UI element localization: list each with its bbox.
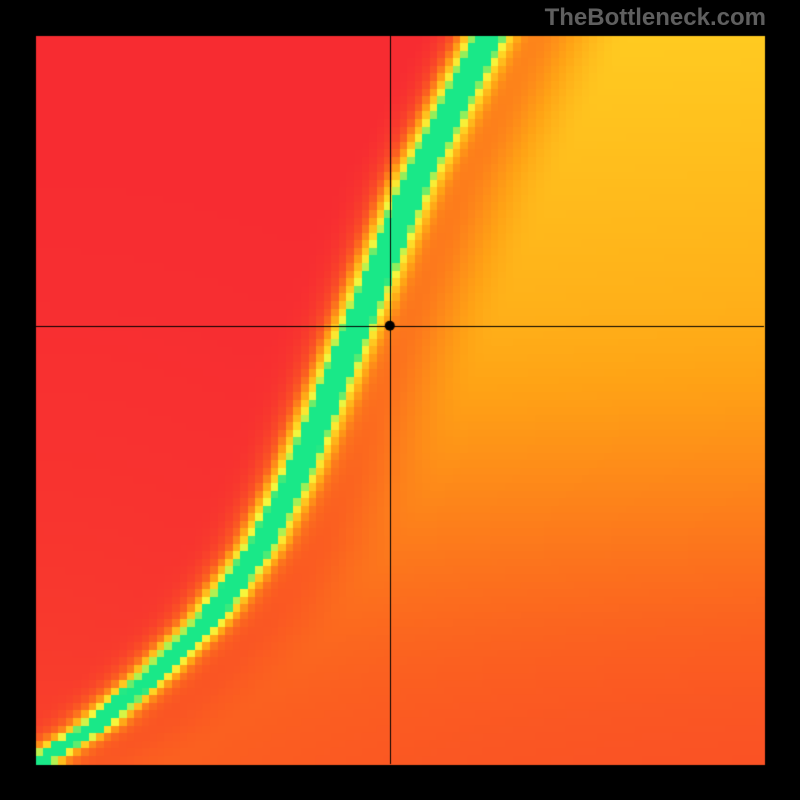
heatmap-canvas [0,0,800,800]
watermark-text: TheBottleneck.com [545,4,766,32]
chart-container: TheBottleneck.com [0,0,800,800]
